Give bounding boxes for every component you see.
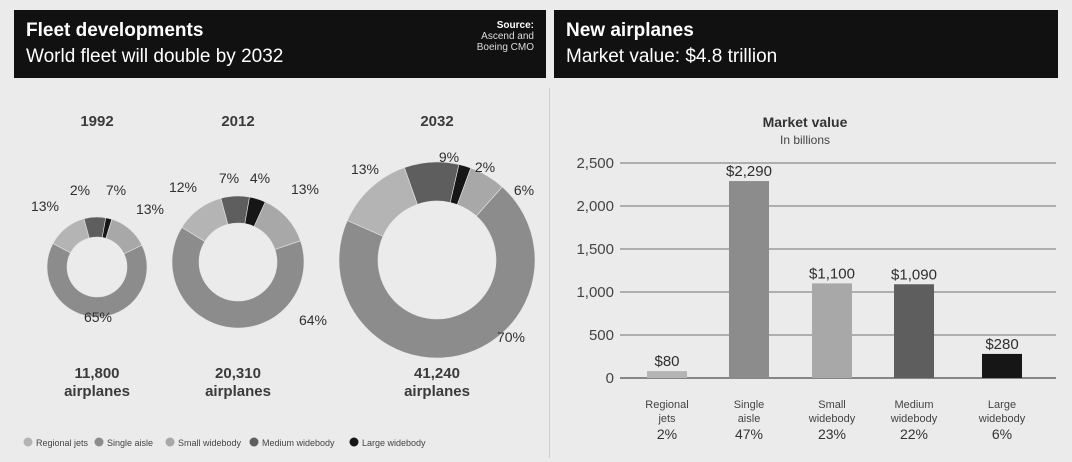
bar-value-label-0: $80 — [654, 353, 679, 370]
bar-0 — [647, 371, 687, 378]
category-label-0: Regional — [645, 399, 688, 411]
donut-2012-pct-2: 13% — [291, 181, 319, 197]
donut-2012-count: 20,310 — [215, 365, 261, 382]
y-tick-5: 2,500 — [576, 155, 614, 172]
donut-2032-count-unit: airplanes — [404, 383, 470, 400]
donut-2012-segment-1 — [171, 226, 305, 329]
category-label-line2-1: aisle — [738, 413, 761, 425]
y-tick-1: 500 — [589, 327, 614, 344]
donut-2012-pct-0: 12% — [169, 179, 197, 195]
bar-value-label-4: $280 — [985, 336, 1018, 353]
y-tick-4: 2,000 — [576, 198, 614, 215]
fleet-header: Fleet developments World fleet will doub… — [14, 10, 546, 78]
source-line-1: Ascend and — [481, 31, 534, 42]
legend-swatch-3 — [249, 437, 259, 447]
category-label-2: Small — [818, 399, 846, 411]
source-note: Source: Ascend and Boeing CMO — [477, 20, 534, 53]
category-label-line2-3: widebody — [890, 413, 938, 425]
new-airplanes-header: New airplanes Market value: $4.8 trillio… — [554, 10, 1058, 78]
bar-1 — [729, 181, 769, 378]
y-tick-0: 0 — [606, 370, 614, 387]
legend-swatch-1 — [94, 437, 104, 447]
legend-swatch-4 — [349, 437, 359, 447]
category-pct-3: 22% — [900, 426, 928, 442]
donut-year-2032: 2032 — [420, 113, 453, 130]
category-label-3: Medium — [894, 399, 933, 411]
panel-divider — [549, 88, 550, 458]
donut-1992-segment-1 — [46, 243, 148, 318]
donut-1992-pct-4: 2% — [70, 182, 90, 198]
new-airplanes-title: New airplanes — [566, 20, 694, 41]
bar-value-label-3: $1,090 — [891, 266, 937, 283]
fleet-title: Fleet developments — [26, 20, 204, 41]
category-label-1: Single — [734, 399, 765, 411]
donut-2032-count: 41,240 — [414, 365, 460, 382]
donut-2032-pct-3: 9% — [439, 149, 459, 165]
fleet-donut-charts: 199213%65%13%7%2%11,800airplanes201212%6… — [23, 113, 536, 448]
y-tick-3: 1,500 — [576, 241, 614, 258]
category-pct-4: 6% — [992, 426, 1012, 442]
donut-year-2012: 2012 — [221, 113, 254, 130]
donut-2032-segment-0 — [346, 167, 418, 237]
donut-2012-pct-3: 7% — [219, 170, 239, 186]
y-tick-2: 1,000 — [576, 284, 614, 301]
bar-chart-subtitle: In billions — [780, 133, 830, 147]
bar-2 — [812, 283, 852, 378]
legend-label-4: Large widebody — [362, 438, 426, 448]
bar-chart-title: Market value — [763, 114, 848, 130]
fleet-subtitle: World fleet will double by 2032 — [26, 46, 284, 67]
donut-1992-pct-2: 13% — [136, 201, 164, 217]
category-label-line2-0: jets — [657, 413, 676, 425]
donut-2032-segment-1 — [338, 186, 536, 359]
donut-2032-pct-4: 2% — [475, 159, 495, 175]
legend-label-3: Medium widebody — [262, 438, 335, 448]
donut-1992-pct-1: 65% — [84, 309, 112, 325]
donut-2012-count-unit: airplanes — [205, 383, 271, 400]
bar-value-label-1: $2,290 — [726, 163, 772, 180]
donut-2012-pct-1: 64% — [299, 312, 327, 328]
donut-1992-pct-3: 7% — [106, 182, 126, 198]
donut-2012-segment-0 — [181, 197, 229, 242]
donut-1992-count-unit: airplanes — [64, 383, 130, 400]
source-line-2: Boeing CMO — [476, 42, 534, 53]
donut-2032-pct-2: 6% — [514, 182, 534, 198]
donut-2032-pct-0: 13% — [351, 161, 379, 177]
category-pct-2: 23% — [818, 426, 846, 442]
bar-4 — [982, 353, 1022, 378]
donut-2032-pct-1: 70% — [497, 329, 525, 345]
donut-1992-segment-0 — [52, 218, 90, 254]
category-label-line2-4: widebody — [978, 413, 1026, 425]
category-pct-1: 47% — [735, 426, 763, 442]
legend-label-2: Small widebody — [178, 438, 242, 448]
category-pct-0: 2% — [657, 426, 677, 442]
bar-3 — [894, 284, 934, 378]
donut-2012-pct-4: 4% — [250, 170, 270, 186]
legend-swatch-2 — [165, 437, 175, 447]
legend-swatch-0 — [23, 437, 33, 447]
donut-1992-pct-0: 13% — [31, 198, 59, 214]
category-label-line2-2: widebody — [808, 413, 856, 425]
source-label: Source: — [496, 20, 534, 31]
bar-value-label-2: $1,100 — [809, 265, 855, 282]
legend-label-0: Regional jets — [36, 438, 89, 448]
donut-1992-count: 11,800 — [74, 365, 119, 382]
market-value-subtitle: Market value: $4.8 trillion — [566, 46, 778, 67]
donut-year-1992: 1992 — [80, 113, 113, 130]
category-label-4: Large — [988, 399, 1016, 411]
legend-label-1: Single aisle — [107, 438, 153, 448]
